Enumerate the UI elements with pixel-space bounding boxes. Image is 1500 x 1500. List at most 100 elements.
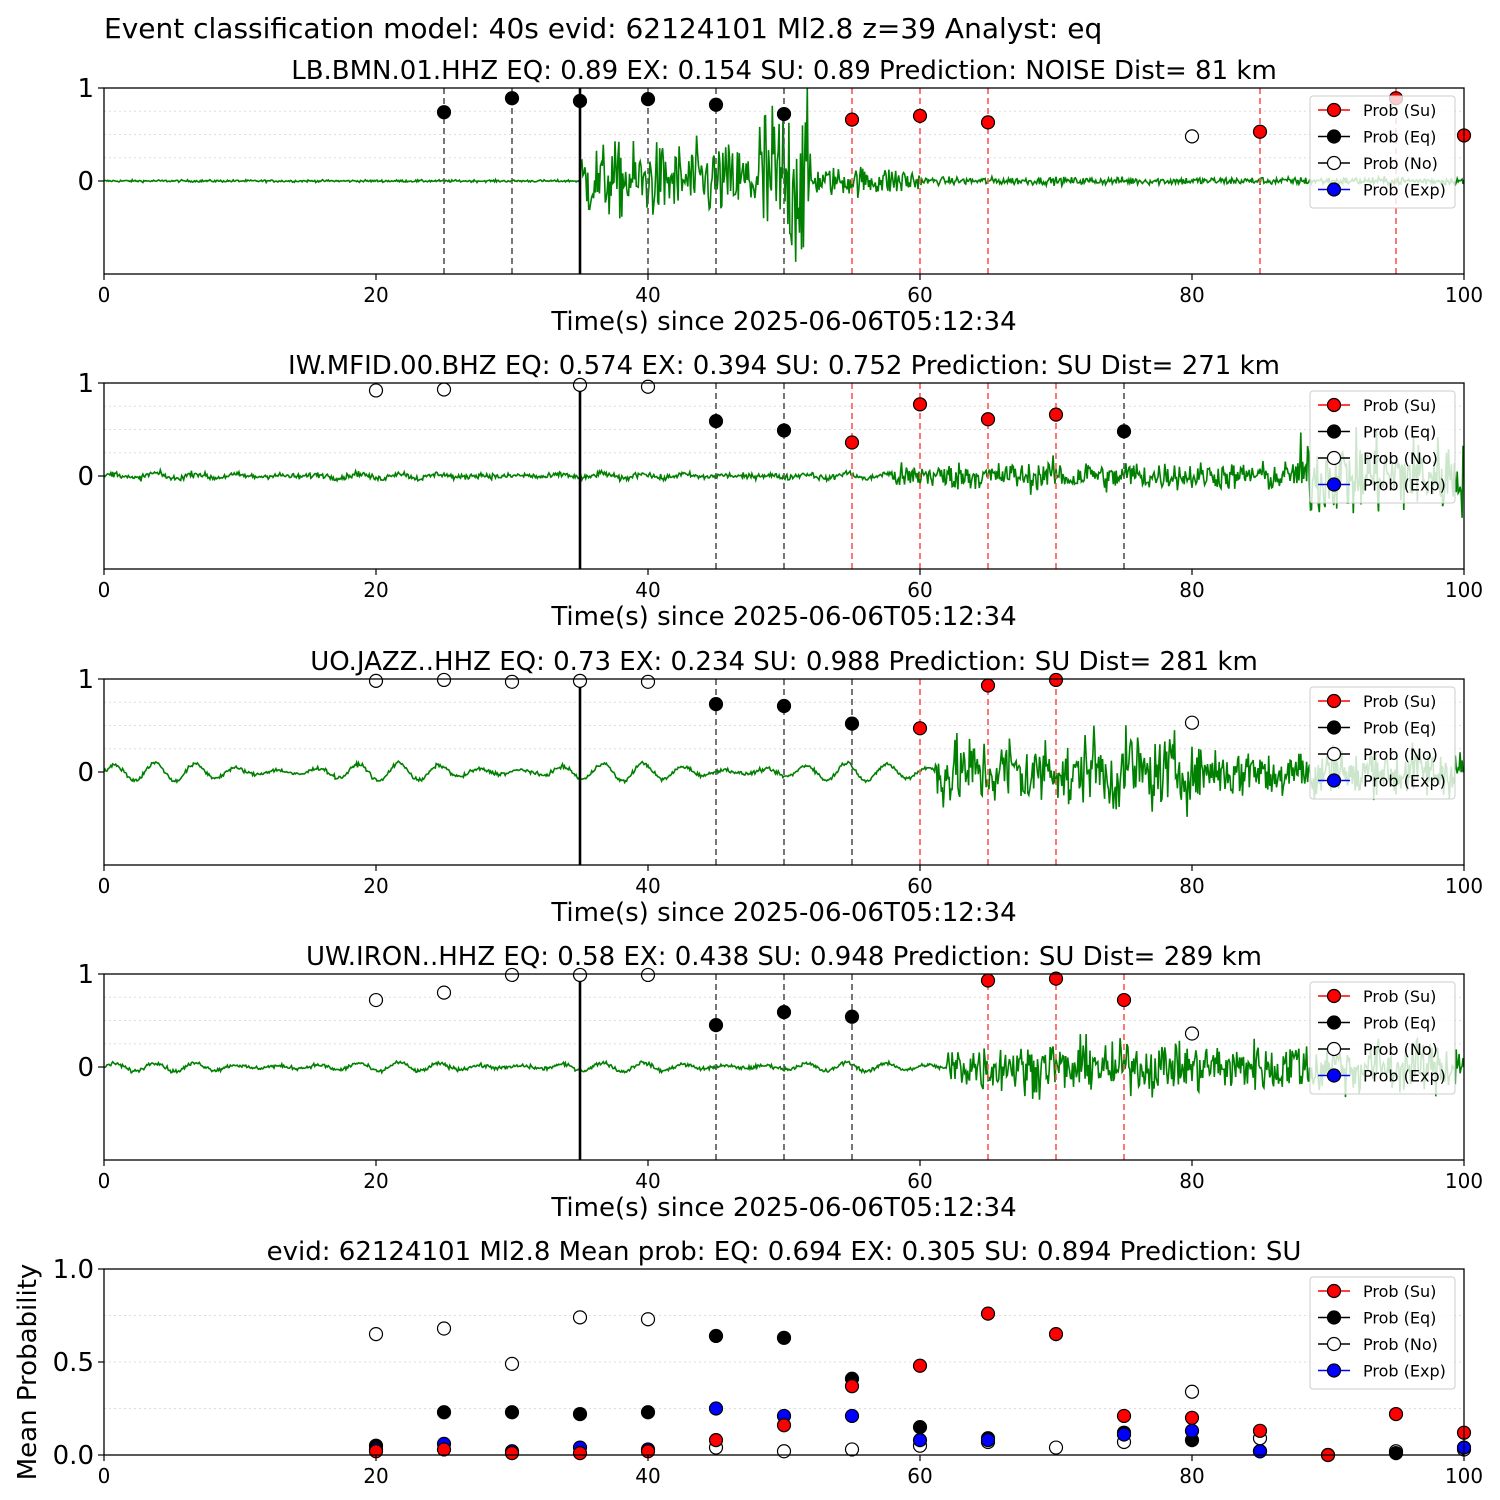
x-tick-label: 80 [1179, 874, 1204, 898]
prob-point-no [1184, 129, 1200, 144]
x-tick-label: 80 [1179, 283, 1204, 307]
mean-prob-point-su [844, 1379, 860, 1394]
mean-prob-point-no [368, 1326, 384, 1342]
mean-prob-point-su [912, 1358, 928, 1373]
legend-marker [1326, 1015, 1342, 1030]
legend-label: Prob (Eq) [1363, 1014, 1436, 1033]
mean-prob-point-eq [436, 1405, 452, 1420]
mean-prob-point-su [1252, 1423, 1268, 1438]
mean-prob-point-exp [980, 1433, 996, 1448]
y-tick-label: 0 [77, 462, 94, 492]
legend-marker [1326, 1363, 1342, 1378]
panel-5: 0 20 40 60 80 100 0.0 0.5 1.0 evid: 62124101 Ml2.… [13, 1237, 1483, 1488]
prob-point-no [368, 992, 384, 1008]
mean-prob-point-exp [1184, 1423, 1200, 1438]
prob-point-eq [708, 1018, 724, 1033]
x-tick-label: 60 [907, 283, 932, 307]
x-tick-label: 0 [98, 1169, 111, 1193]
mean-prob-point-su [572, 1446, 588, 1461]
legend-box [1309, 1276, 1456, 1390]
mean-prob-point-no [640, 1312, 656, 1327]
mean-prob-point-exp [912, 1433, 928, 1448]
legend-marker [1326, 450, 1342, 466]
prob-point-no [572, 377, 588, 392]
legend-marker [1326, 155, 1342, 171]
mean-prob-point-no [1048, 1440, 1064, 1455]
legend-label: Prob (Su) [1363, 692, 1436, 711]
legend-marker [1326, 477, 1342, 492]
mean-prob-point-exp [844, 1408, 860, 1424]
legend-label: Prob (No) [1363, 745, 1438, 764]
mean-prob-point-exp [1116, 1427, 1132, 1442]
x-axis-label: Time(s) since 2025-06-06T05:12:34 [550, 1193, 1016, 1223]
legend-label: Prob (Exp) [1363, 1362, 1446, 1381]
legend-label: Prob (Su) [1363, 987, 1436, 1006]
legend-marker [1326, 720, 1342, 735]
legend: Prob (Su) Prob (Eq) Prob (No) Prob (Exp) [1309, 390, 1456, 504]
legend-label: Prob (Exp) [1363, 181, 1446, 200]
x-tick-label: 0 [98, 578, 111, 602]
prob-point-no [1184, 715, 1200, 730]
x-tick-label: 80 [1179, 1464, 1204, 1488]
y-tick-label: 0.5 [53, 1348, 94, 1378]
x-axis-label: Time(s) since 2025-06-06T05:12:34 [550, 898, 1016, 928]
x-tick-label: 100 [1445, 283, 1483, 307]
mean-prob-point-no [436, 1321, 452, 1336]
panel-plot-area [104, 974, 1464, 1160]
prob-point-no [572, 673, 588, 688]
prob-point-su [912, 397, 928, 412]
prob-point-no [504, 674, 520, 689]
legend-marker [1326, 1310, 1342, 1325]
mean-prob-point-su [1116, 1408, 1132, 1424]
x-tick-label: 80 [1179, 578, 1204, 602]
legend-label: Prob (Exp) [1363, 772, 1446, 791]
x-tick-label: 0 [98, 1464, 111, 1488]
y-tick-label: 1.0 [53, 1255, 94, 1285]
mean-prob-point-su [980, 1306, 996, 1321]
legend-label: Prob (No) [1363, 1040, 1438, 1059]
prob-point-su [980, 973, 996, 988]
legend-label: Prob (Su) [1363, 1282, 1436, 1301]
mean-prob-point-su [1184, 1410, 1200, 1425]
prob-point-su [1252, 124, 1268, 139]
x-tick-label: 80 [1179, 1169, 1204, 1193]
x-tick-label: 60 [907, 578, 932, 602]
prob-point-su [844, 112, 860, 127]
legend-label: Prob (Eq) [1363, 1309, 1436, 1328]
x-tick-label: 40 [635, 1464, 660, 1488]
prob-point-su [1048, 407, 1064, 422]
mean-prob-point-exp [1252, 1444, 1268, 1459]
legend-box [1309, 95, 1456, 209]
mean-prob-point-eq [912, 1419, 928, 1435]
legend-marker [1326, 182, 1342, 197]
prob-point-eq [776, 423, 792, 438]
panel-title: IW.MFID.00.BHZ EQ: 0.574 EX: 0.394 SU: 0… [288, 351, 1280, 381]
x-tick-label: 60 [907, 1169, 932, 1193]
y-tick-label: 0 [77, 1053, 94, 1083]
prob-point-su [1048, 971, 1064, 986]
panel-plot-area [104, 1315, 1464, 1409]
prob-point-no [504, 967, 520, 983]
x-tick-label: 20 [363, 1464, 388, 1488]
legend-label: Prob (Su) [1363, 396, 1436, 415]
prob-point-su [980, 412, 996, 427]
prob-point-eq [844, 1009, 860, 1024]
panel-3: 0 20 40 60 80 100 0 1 UO.JAZZ..HHZ EQ: 0.73 EX: … [77, 647, 1483, 928]
x-tick-label: 60 [907, 1464, 932, 1488]
legend-marker [1326, 1336, 1342, 1352]
legend-label: Prob (Eq) [1363, 423, 1436, 442]
legend-marker [1326, 988, 1342, 1004]
mean-prob-point-no [572, 1310, 588, 1325]
legend-marker [1326, 773, 1342, 788]
prob-point-eq [708, 97, 724, 112]
mean-prob-point-su [1388, 1406, 1404, 1422]
prob-point-no [640, 967, 656, 983]
prob-point-su [980, 678, 996, 693]
legend-label: Prob (Exp) [1363, 1067, 1446, 1086]
legend-marker [1326, 129, 1342, 144]
y-tick-label: 1 [77, 665, 94, 695]
prob-point-su [844, 435, 860, 450]
prob-point-no [436, 985, 452, 1000]
mean-prob-point-no [844, 1442, 860, 1457]
